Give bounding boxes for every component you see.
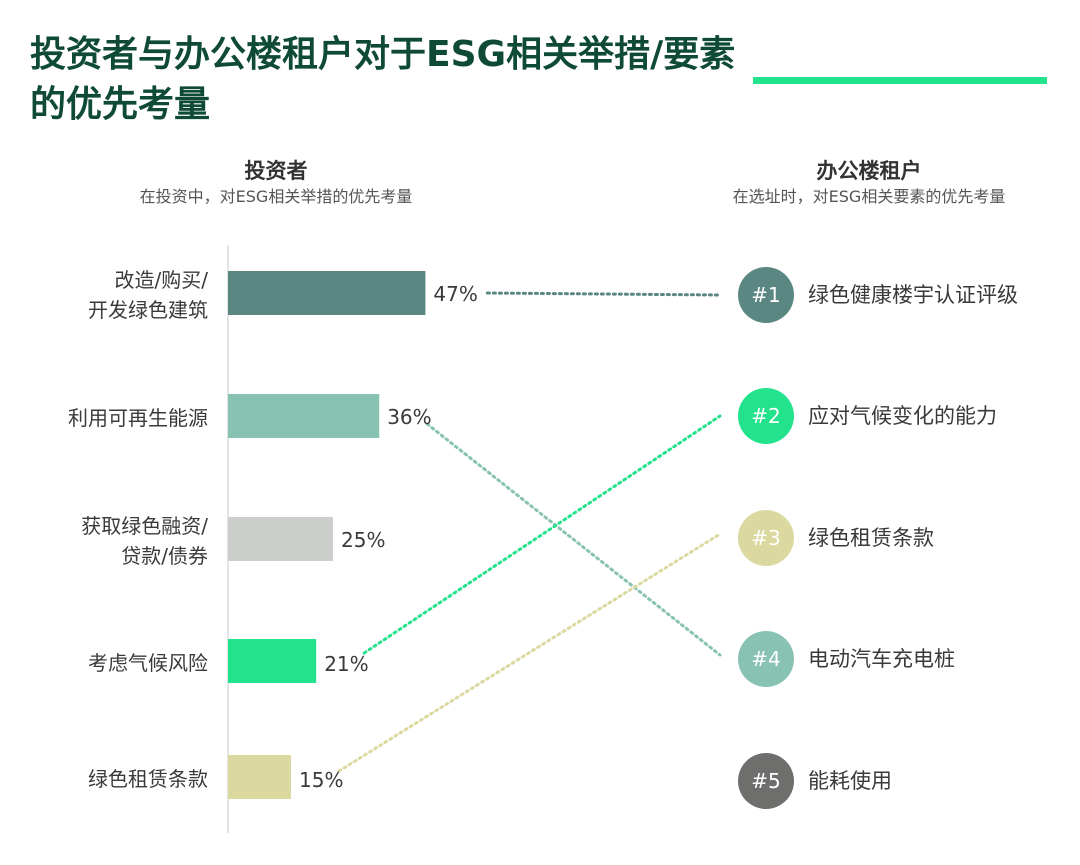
category-label-4: 考虑气候风险	[20, 648, 208, 678]
bar-value-label-3: 25%	[341, 528, 385, 552]
rank-label-5: 能耗使用	[808, 769, 892, 793]
tenant-header: 办公楼租户 在选址时，对ESG相关要素的优先考量	[683, 157, 1055, 209]
bar-4	[228, 639, 317, 683]
category-label-3: 获取绿色融资/贷款/债券	[20, 511, 208, 571]
investor-header: 投资者 在投资中，对ESG相关举措的优先考量	[96, 157, 456, 209]
category-label-line: 绿色租赁条款	[88, 767, 208, 791]
bar-value-label-5: 15%	[299, 768, 343, 792]
rank-badge-1: #1	[738, 267, 794, 323]
tenant-subheading: 在选址时，对ESG相关要素的优先考量	[732, 187, 1006, 206]
rank-badge-5: #5	[738, 753, 794, 809]
bar-5	[228, 755, 291, 799]
category-label-line: 改造/购买/	[114, 268, 208, 292]
rank-badge-3: #3	[738, 510, 794, 566]
bar-value-label-2: 36%	[387, 405, 431, 429]
investor-heading: 投资者	[244, 159, 308, 183]
category-label-line: 贷款/债券	[121, 544, 208, 568]
category-label-2: 利用可再生能源	[20, 403, 208, 433]
connector-line-1	[485, 291, 722, 297]
bar-value-label-1: 47%	[433, 282, 477, 306]
category-label-line: 考虑气候风险	[88, 651, 208, 675]
investor-subheading: 在投资中，对ESG相关举措的优先考量	[139, 187, 413, 206]
bar-2	[228, 394, 380, 438]
rank-badge-2: #2	[738, 388, 794, 444]
category-label-5: 绿色租赁条款	[20, 764, 208, 794]
connector-line-4	[337, 532, 722, 773]
bar-value-label-4: 21%	[324, 652, 368, 676]
category-label-1: 改造/购买/开发绿色建筑	[20, 265, 208, 325]
rank-label-1: 绿色健康楼宇认证评级	[808, 283, 1018, 307]
title-accent-rule	[753, 77, 1047, 84]
rank-label-4: 电动汽车充电桩	[808, 647, 955, 671]
rank-badge-4: #4	[738, 631, 794, 687]
category-label-line: 开发绿色建筑	[88, 298, 208, 322]
bar-3	[228, 517, 333, 561]
category-label-line: 利用可再生能源	[68, 406, 208, 430]
rank-label-2: 应对气候变化的能力	[808, 404, 997, 428]
rank-label-3: 绿色租赁条款	[808, 526, 934, 550]
connector-line-3	[362, 414, 722, 655]
chart-title: 投资者与办公楼租户对于ESG相关举措/要素的优先考量	[30, 34, 736, 125]
tenant-heading: 办公楼租户	[816, 159, 922, 183]
category-label-line: 获取绿色融资/	[81, 514, 208, 538]
connector-line-2	[425, 422, 722, 657]
bar-1	[228, 271, 426, 315]
